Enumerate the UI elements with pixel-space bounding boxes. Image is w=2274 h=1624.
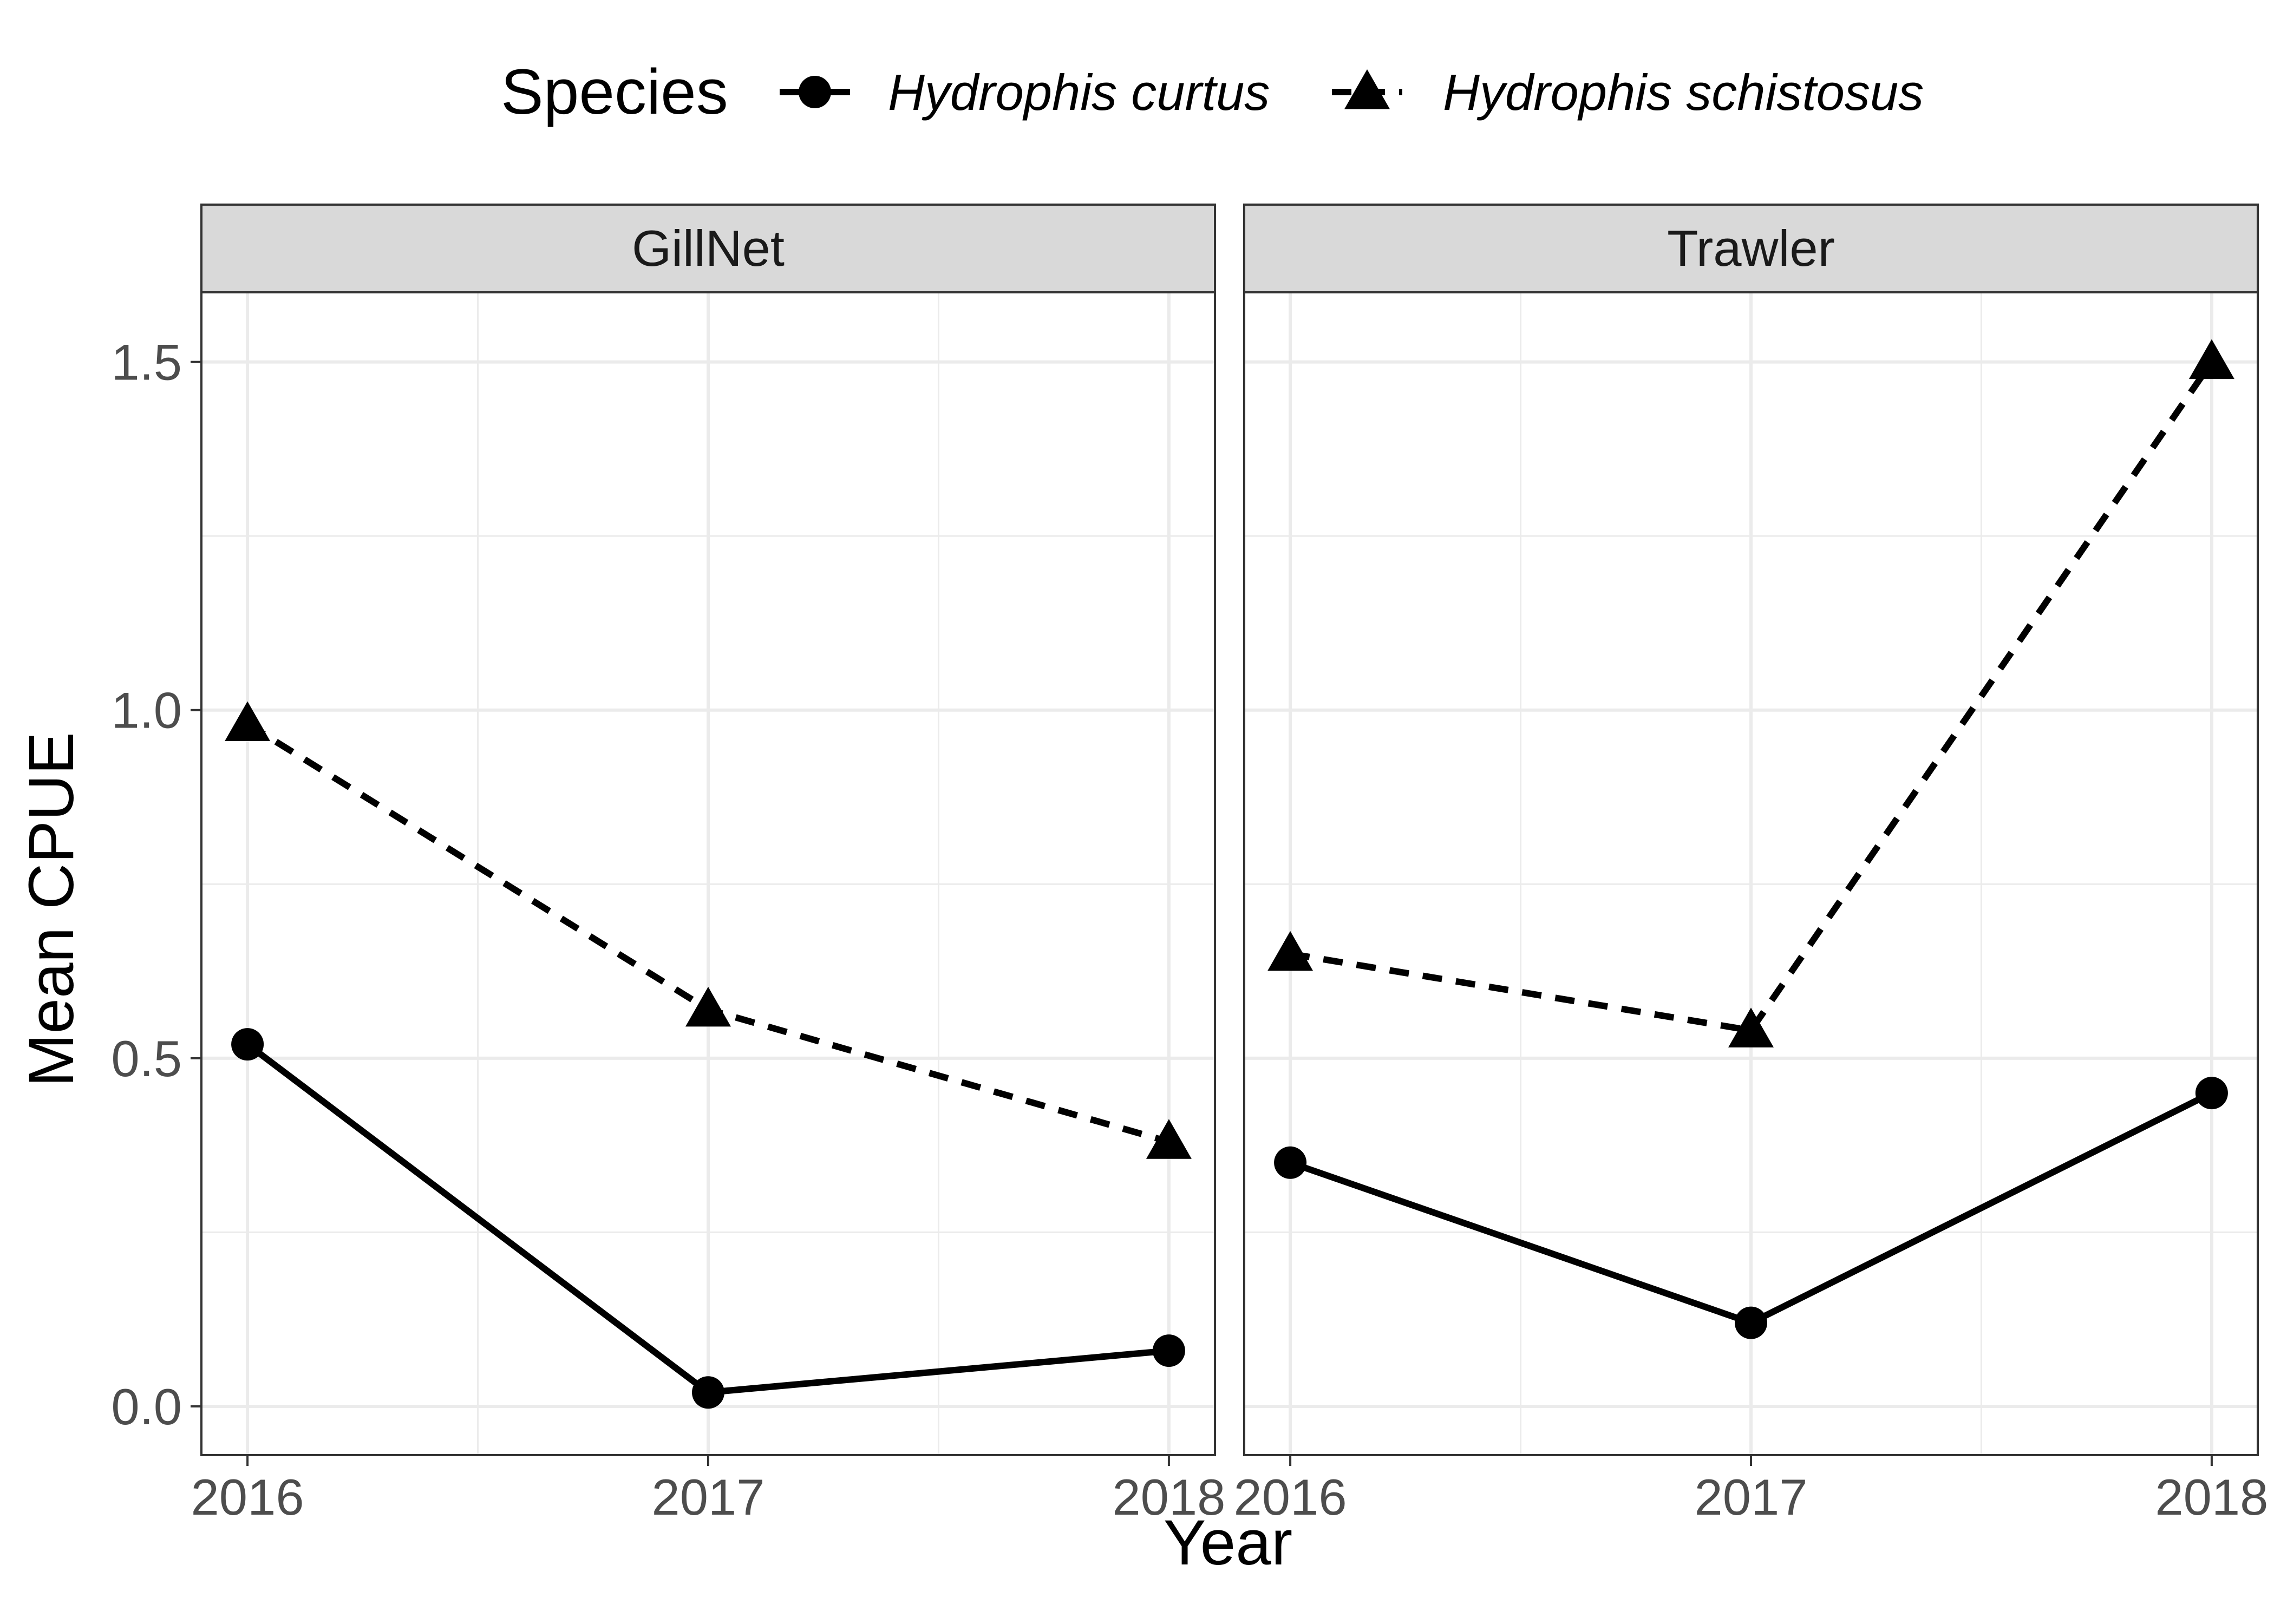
x-tick-label: 2017 [1694,1469,1807,1525]
data-point-hydrophis-curtus [1735,1306,1767,1339]
panel-gillnet: GillNet 2016 2017 2018 0.0 0.5 1.0 1.5 [111,204,1225,1525]
x-tick-label: 2017 [651,1469,764,1525]
data-point-hydrophis-schistosus [685,986,731,1027]
data-point-hydrophis-schistosus [2188,339,2234,379]
data-point-hydrophis-schistosus [1728,1007,1774,1047]
legend-key-marker-hydrophis-curtus [799,76,831,108]
x-tick-label: 2016 [191,1469,304,1525]
data-point-hydrophis-curtus [2195,1077,2228,1110]
data-point-hydrophis-curtus [231,1028,264,1061]
x-tick-label: 2018 [2155,1469,2268,1525]
data-point-hydrophis-curtus [1274,1146,1307,1179]
chart-panels: GillNet 2016 2017 2018 0.0 0.5 1.0 1.5 Trawler 20… [111,204,2268,1525]
legend-title: Species [501,56,728,128]
legend: Species Hydrophis curtus Hydrophis schisto… [501,56,1924,128]
data-point-hydrophis-schistosus [225,701,271,741]
facet-strip [1243,204,2259,293]
facet-strip-label: Trawler [1667,220,1835,277]
legend-label-hydrophis-schistosus: Hydrophis schistosus [1443,64,1924,121]
data-point-hydrophis-schistosus [1146,1119,1192,1159]
y-tick-label: 0.5 [111,1030,182,1087]
y-tick-label: 1.5 [111,334,182,391]
x-tick-label: 2018 [1112,1469,1225,1525]
data-point-hydrophis-schistosus [1267,931,1314,971]
facet-strip [200,204,1216,293]
data-point-hydrophis-curtus [692,1376,724,1409]
facet-strip-label: GillNet [632,220,785,277]
legend-label-hydrophis-curtus: Hydrophis curtus [888,64,1270,121]
series-line-hydrophis-schistosus [1290,360,2214,1034]
data-point-hydrophis-curtus [1152,1334,1185,1367]
y-tick-label: 0.0 [111,1378,182,1435]
legend-key-marker-hydrophis-schistosus [1344,69,1390,109]
panel-trawler: Trawler 2016 2017 2018 [1234,204,2268,1525]
y-tick-label: 1.0 [111,682,182,739]
x-axis-title: Year [1164,1507,1292,1579]
x-tick-label: 2016 [1234,1469,1347,1525]
y-axis-title: Mean CPUE [16,732,87,1087]
